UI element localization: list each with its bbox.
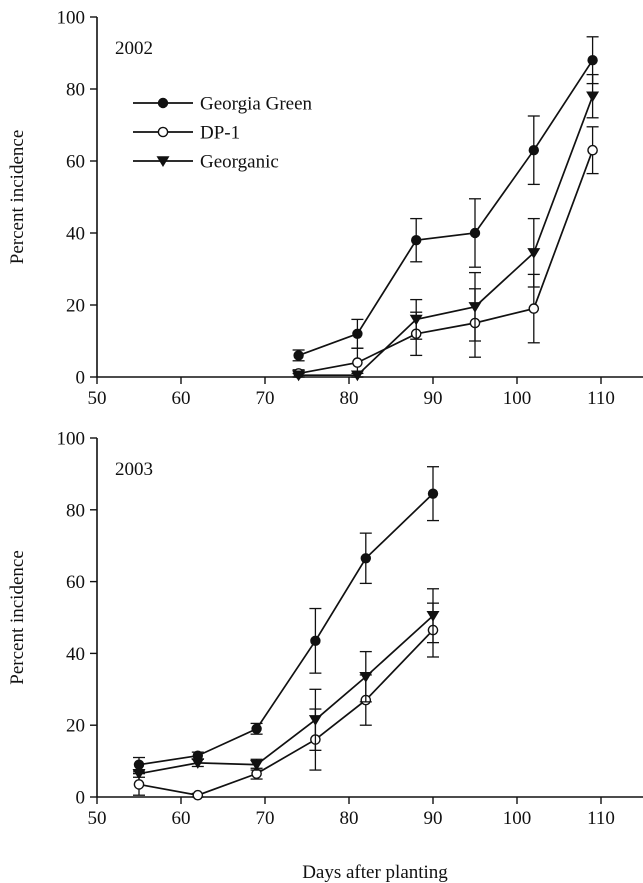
y-tick-label: 20 [66, 296, 85, 317]
data-point [586, 91, 600, 103]
series-line [138, 615, 434, 775]
y-tick-label: 40 [66, 224, 85, 245]
series-georgia-green [133, 466, 439, 773]
x-tick-label: 70 [256, 808, 275, 829]
x-tick-label: 90 [424, 388, 443, 409]
legend-label: Georganic [200, 152, 279, 173]
data-point [352, 328, 363, 339]
data-point [352, 357, 363, 368]
data-point [192, 789, 204, 801]
data-point [133, 779, 145, 790]
data-point [587, 55, 598, 66]
x-axis-label: Days after planting [302, 862, 448, 883]
x-tick-label: 50 [88, 808, 107, 829]
y-axis-label: Percent incidence [7, 130, 28, 265]
panel-year-label: 2002 [115, 38, 153, 59]
data-point [132, 768, 146, 780]
x-tick-label: 60 [172, 808, 191, 829]
legend-label: Georgia Green [200, 94, 313, 115]
chart-panel-2003: 0 20 40 60 80 100 50 60 70 80 90 100 110 Percent inci… [7, 429, 643, 829]
data-point [292, 370, 306, 382]
data-point [250, 759, 264, 771]
data-point [427, 488, 439, 499]
data-point [310, 635, 321, 647]
x-tick-label: 100 [503, 808, 532, 829]
x-tick-label: 90 [424, 808, 443, 829]
data-point [468, 302, 482, 313]
y-tick-label: 60 [66, 152, 85, 173]
data-point [587, 144, 598, 156]
x-tick-label: 100 [503, 388, 532, 409]
x-tick-label: 80 [340, 808, 359, 829]
series-line [298, 149, 594, 375]
series-georgia-green [292, 36, 599, 362]
x-tick-label: 60 [172, 388, 191, 409]
data-point [411, 234, 422, 246]
series-line [298, 59, 594, 357]
legend-marker [157, 126, 169, 138]
series-line [138, 493, 434, 766]
data-point [426, 611, 440, 622]
chart-panel-2002: 0 20 40 60 80 100 50 60 70 80 90 100 110 Percent inci… [7, 8, 643, 409]
data-point [528, 144, 540, 156]
data-point [350, 370, 364, 382]
data-point [251, 723, 262, 734]
legend-marker [157, 97, 169, 109]
y-tick-label: 0 [76, 368, 86, 389]
data-point [308, 715, 322, 726]
series-line [298, 95, 594, 377]
y-tick-label: 80 [66, 80, 85, 101]
x-tick-label: 50 [88, 388, 107, 409]
x-tick-label: 110 [587, 808, 615, 829]
legend: Georgia Green DP-1 Georganic [133, 94, 313, 173]
series-georganic [292, 73, 600, 382]
data-point [191, 758, 205, 769]
data-point [528, 303, 540, 314]
y-tick-label: 60 [66, 572, 85, 593]
data-point [409, 314, 423, 326]
legend-marker [156, 156, 170, 168]
y-tick-label: 80 [66, 500, 85, 521]
y-tick-label: 0 [76, 788, 86, 809]
y-axis-label: Percent incidence [7, 550, 28, 685]
y-tick-label: 100 [57, 429, 86, 450]
data-point [469, 227, 481, 239]
data-point [133, 759, 145, 770]
y-tick-label: 100 [57, 8, 86, 29]
x-tick-label: 110 [587, 388, 615, 409]
y-tick-label: 20 [66, 716, 85, 737]
panel-year-label: 2003 [115, 459, 153, 480]
x-tick-label: 70 [256, 388, 275, 409]
series-line [138, 629, 434, 797]
y-tick-label: 40 [66, 644, 85, 665]
data-point [359, 672, 373, 683]
data-point [293, 350, 304, 361]
legend-label: DP-1 [200, 123, 240, 144]
series-dp-1 [133, 602, 439, 801]
x-tick-label: 80 [340, 388, 359, 409]
data-point [527, 248, 541, 259]
series-georganic [132, 588, 440, 780]
data-point [360, 553, 371, 564]
